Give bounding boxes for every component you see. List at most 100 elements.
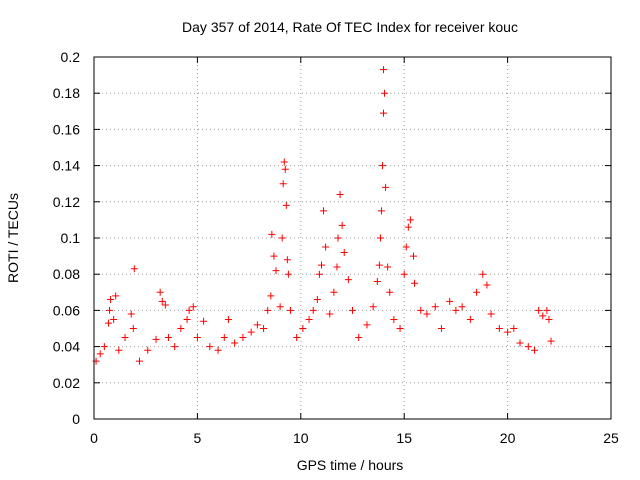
data-point xyxy=(349,306,356,314)
data-point xyxy=(284,270,292,278)
x-axis-label: GPS time / hours xyxy=(297,457,404,473)
plot-frame xyxy=(93,56,612,420)
data-point xyxy=(281,165,289,173)
data-point xyxy=(161,301,169,309)
data-point xyxy=(104,319,112,327)
chart-title: Day 357 of 2014, Rate Of TEC Index for r… xyxy=(182,19,518,35)
y-tick-label: 0.04 xyxy=(53,339,80,355)
data-point xyxy=(355,334,363,342)
data-point xyxy=(272,267,280,275)
data-point xyxy=(130,265,138,273)
data-point xyxy=(545,315,553,323)
x-tick-label: 10 xyxy=(293,430,309,446)
data-point xyxy=(282,201,290,209)
data-point xyxy=(369,303,377,311)
data-point xyxy=(495,325,503,332)
data-point xyxy=(377,207,385,215)
data-point xyxy=(267,292,275,300)
data-point xyxy=(386,288,394,296)
data-point xyxy=(129,325,137,332)
x-tick-label: 5 xyxy=(194,430,202,446)
data-point xyxy=(278,234,286,242)
data-point xyxy=(309,306,317,314)
x-tick-label: 20 xyxy=(500,430,516,446)
y-tick-label: 0.14 xyxy=(53,158,80,174)
data-point xyxy=(121,334,129,342)
data-point xyxy=(112,292,120,300)
data-point xyxy=(376,234,384,242)
data-point xyxy=(539,312,547,320)
data-point xyxy=(336,191,344,199)
data-point xyxy=(333,263,341,271)
data-point xyxy=(115,346,123,354)
data-point xyxy=(299,325,307,332)
data-point xyxy=(193,334,201,342)
y-tick-label: 0 xyxy=(72,411,80,427)
data-point xyxy=(110,315,118,323)
data-point xyxy=(206,343,214,351)
data-point xyxy=(253,321,261,329)
data-point xyxy=(382,183,390,191)
data-point xyxy=(315,270,323,278)
x-tick-label: 15 xyxy=(396,430,412,446)
data-point xyxy=(152,335,160,343)
data-point xyxy=(340,248,348,256)
data-point xyxy=(189,303,197,311)
data-point xyxy=(380,109,388,117)
data-point xyxy=(479,270,487,278)
data-point xyxy=(320,207,328,215)
data-point xyxy=(404,223,412,231)
data-point xyxy=(317,261,325,269)
data-point xyxy=(431,303,439,311)
data-point xyxy=(547,337,555,345)
data-point xyxy=(183,315,191,323)
data-point xyxy=(384,263,392,271)
data-point xyxy=(487,310,495,318)
data-point xyxy=(224,315,232,323)
y-axis-label: ROTI / TECUs xyxy=(5,193,21,283)
data-point xyxy=(127,310,135,318)
data-point xyxy=(239,334,247,342)
data-point xyxy=(363,321,371,329)
y-tick-label: 0.08 xyxy=(53,266,80,282)
data-point xyxy=(326,310,334,318)
y-tick-label: 0.18 xyxy=(53,85,80,101)
data-point xyxy=(177,325,185,332)
data-point xyxy=(530,346,538,354)
data-point xyxy=(466,315,474,323)
data-point xyxy=(516,339,524,347)
data-point xyxy=(280,158,288,166)
data-point xyxy=(171,343,179,351)
data-point xyxy=(524,343,532,351)
data-point xyxy=(344,276,352,284)
grid-layer xyxy=(94,57,611,419)
data-point xyxy=(535,306,543,314)
data-point xyxy=(322,243,330,251)
data-point xyxy=(214,346,222,354)
ticks-layer: 0 5 10 15 20 25 0 0.02 0.04 0.06 0.08 0.1 0.12 0.14 0.… xyxy=(53,49,619,446)
data-point xyxy=(483,281,491,289)
data-point xyxy=(200,317,208,325)
y-tick-label: 0.06 xyxy=(53,302,80,318)
data-point xyxy=(100,343,108,351)
data-point xyxy=(268,230,276,238)
data-point xyxy=(260,325,268,332)
data-point xyxy=(375,261,383,269)
data-point xyxy=(313,296,321,304)
y-tick-label: 0.2 xyxy=(61,49,81,65)
x-tick-label: 0 xyxy=(90,430,98,446)
data-point xyxy=(378,162,386,170)
data-point xyxy=(231,339,239,347)
data-point xyxy=(293,334,301,342)
data-point xyxy=(373,277,381,285)
data-point xyxy=(406,216,414,224)
data-point xyxy=(423,310,431,318)
data-point xyxy=(276,303,284,311)
data-point xyxy=(96,350,104,358)
data-point xyxy=(381,89,389,97)
data-point xyxy=(338,221,346,229)
data-point xyxy=(283,256,291,264)
data-point xyxy=(390,315,398,323)
data-point xyxy=(334,234,342,242)
